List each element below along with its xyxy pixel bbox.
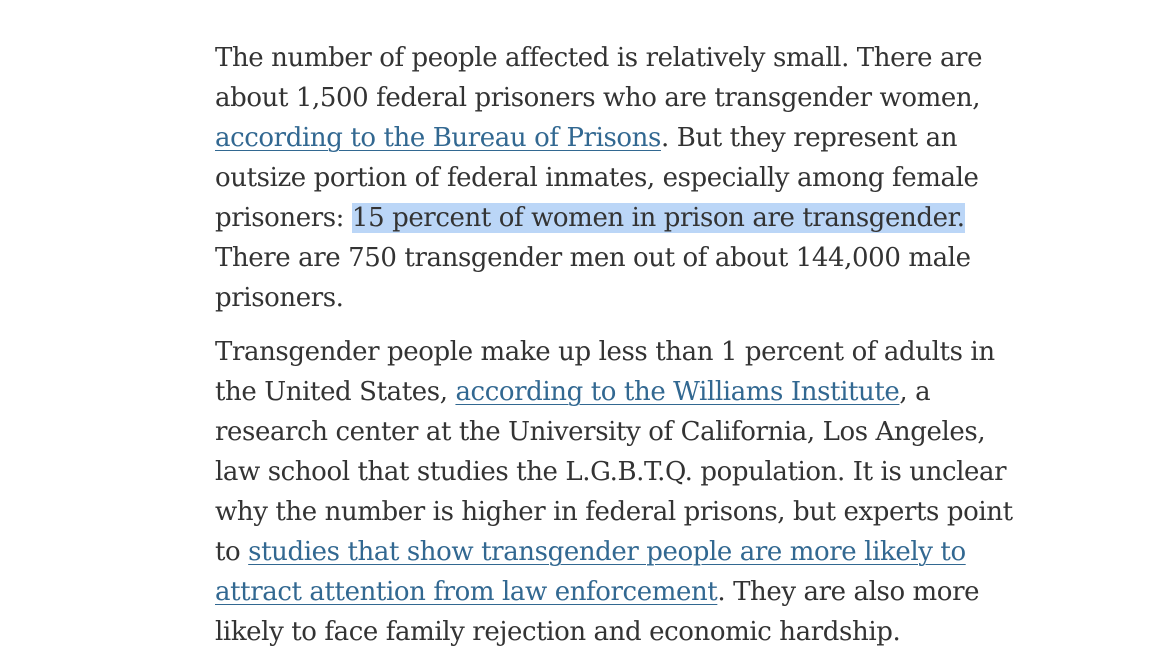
paragraph-1-text-3: There are 750 transgender men out of abo… [215,243,971,313]
paragraph-1: The number of people affected is relativ… [215,38,1015,318]
bureau-of-prisons-link[interactable]: according to the Bureau of Prisons [215,123,661,153]
paragraph-1-text-2: . But they represent an outsize portion … [215,123,979,233]
paragraph-2-text-1: Transgender people make up less than 1 p… [215,337,995,407]
williams-institute-link[interactable]: according to the Williams Institute [455,377,900,407]
paragraph-2-text-3: . They are also more likely to face fami… [215,577,980,647]
article-body: The number of people affected is relativ… [215,38,1015,666]
paragraph-2-text-2: , a research center at the University of… [215,377,1013,567]
law-enforcement-studies-link[interactable]: studies that show transgender people are… [215,537,966,607]
paragraph-2: Transgender people make up less than 1 p… [215,332,1015,652]
highlighted-text: 15 percent of women in prison are transg… [351,203,965,233]
paragraph-1-text-1: The number of people affected is relativ… [215,43,983,113]
